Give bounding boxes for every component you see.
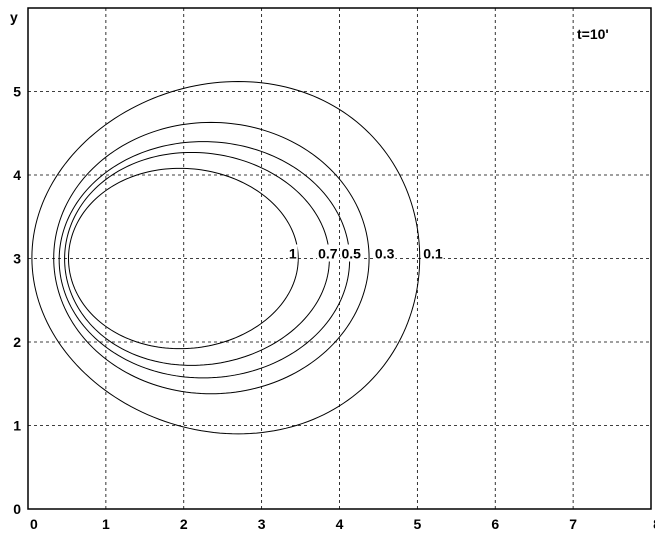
contour-lines: [31, 80, 421, 435]
grid: [28, 7, 651, 509]
contour-level-label: 0.3: [375, 246, 395, 262]
contour-line: [53, 121, 370, 395]
y-tick-label: 5: [13, 84, 21, 100]
contour-label-background: [287, 244, 298, 262]
x-tick-label: 2: [180, 516, 188, 532]
contour-label-background: [340, 244, 362, 262]
contour-level-label: 0.1: [423, 246, 443, 262]
y-tick-label: 0: [13, 501, 21, 517]
x-tick-label: 1: [102, 516, 110, 532]
plot-frame: [27, 7, 652, 510]
x-tick-label: 8: [653, 516, 655, 532]
x-tick-label: 5: [413, 516, 421, 532]
y-tick-label: 1: [13, 418, 21, 434]
contour-level-label: 0.5: [341, 246, 361, 262]
y-tick-label: 3: [13, 251, 21, 267]
contour-line: [31, 80, 421, 435]
tick-labels: 0 1 2 3 4 5 6 7 8 0 1 2 3 4 5: [13, 84, 655, 533]
contour-label-background: [317, 244, 339, 262]
contour-line: [64, 151, 330, 366]
contour-level-label: 1: [289, 246, 297, 262]
y-tick-label: 4: [13, 167, 21, 183]
contour-label-background: [422, 244, 444, 262]
x-tick-label: 4: [336, 516, 344, 532]
contour-label-background: [373, 244, 396, 262]
x-tick-label: 3: [258, 516, 266, 532]
y-tick-label: 2: [13, 334, 21, 350]
x-tick-label: 6: [491, 516, 499, 532]
contour-level-label: 0.7: [318, 246, 338, 262]
x-tick-label: 7: [569, 516, 577, 532]
contour-labels: 1 0.7 0.5 0.3 0.1: [287, 244, 444, 262]
time-annotation: t=10': [577, 26, 609, 42]
y-axis-label: y: [10, 9, 18, 25]
contour-line: [67, 167, 299, 350]
x-tick-label: 0: [30, 516, 38, 532]
contour-line: [58, 141, 351, 379]
